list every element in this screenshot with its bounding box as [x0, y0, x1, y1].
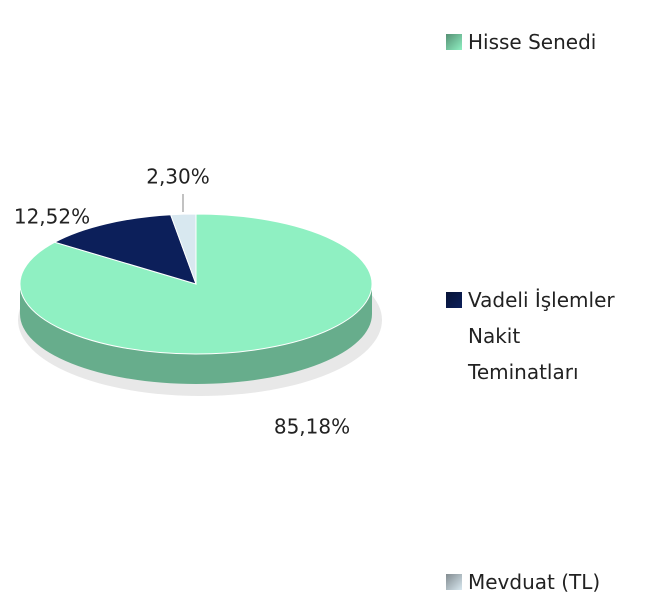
data-label: 85,18%: [274, 415, 350, 439]
legend-marker: [446, 34, 462, 50]
data-label: 12,52%: [14, 205, 90, 229]
legend-marker: [446, 292, 462, 308]
legend-label: Hisse Senedi: [468, 30, 597, 54]
slice: [169, 213, 197, 285]
legend-item: Vadeli İşlemler Nakit Teminatları: [446, 282, 636, 390]
legend-item: Mevduat (TL): [446, 564, 600, 599]
data-label: 2,30%: [146, 165, 210, 189]
slice-side: [20, 284, 372, 384]
legend-label: Mevduat (TL): [468, 570, 601, 594]
legend-label: Vadeli İşlemler Nakit Teminatları: [468, 288, 615, 384]
legend-marker: [446, 574, 462, 590]
legend-item: Hisse Senedi: [446, 24, 596, 60]
slice: [53, 214, 197, 285]
